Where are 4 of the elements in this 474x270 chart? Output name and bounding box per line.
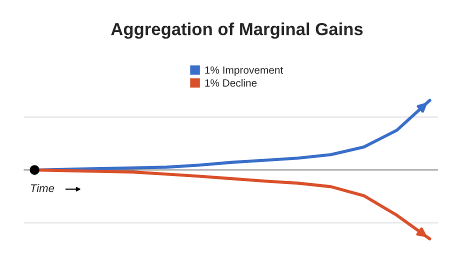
chart-title: Aggregation of Marginal Gains: [111, 22, 363, 39]
annotation: Time: [30, 184, 54, 192]
legend-label: 1% Improvement: [205, 66, 284, 76]
legend-label: 1% Decline: [205, 79, 257, 87]
